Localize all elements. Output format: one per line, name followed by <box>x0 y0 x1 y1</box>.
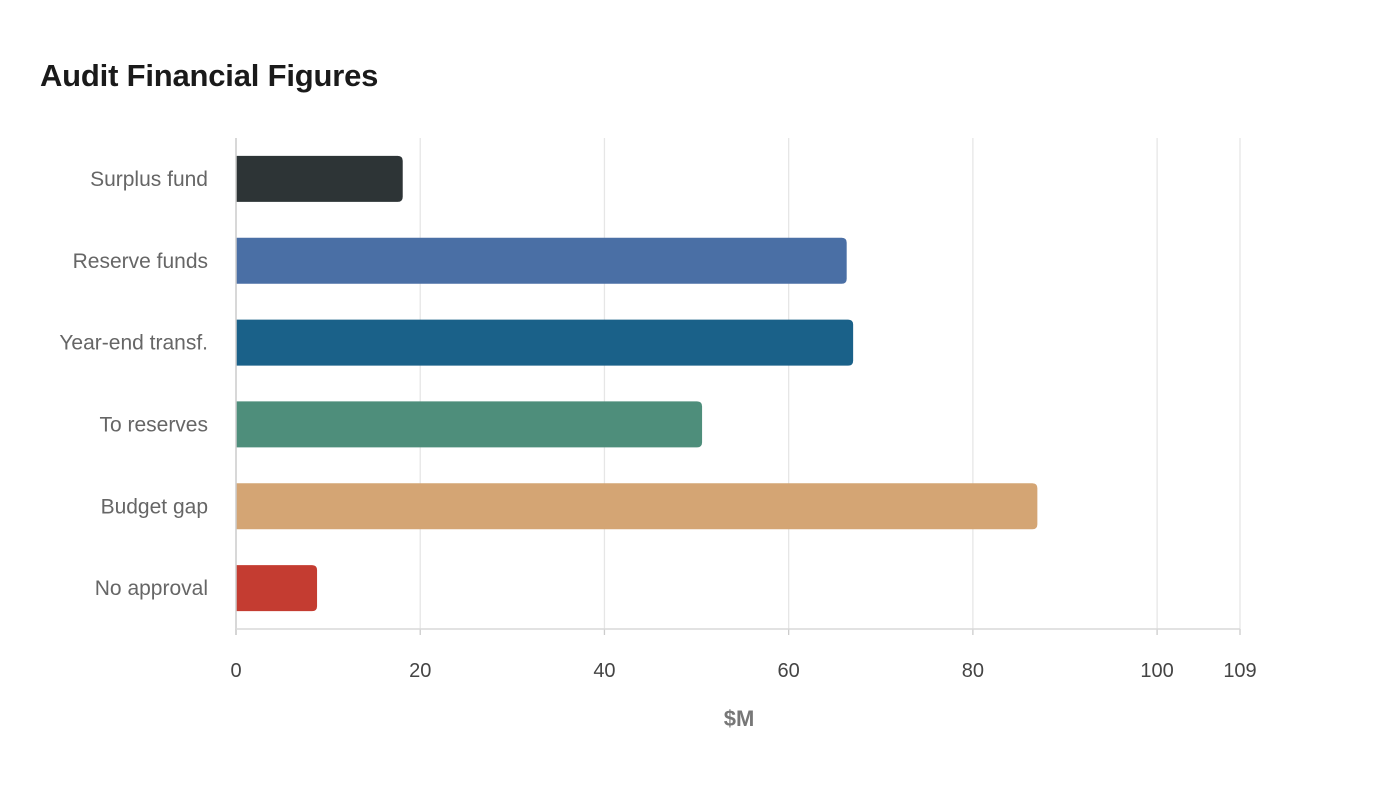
bar <box>236 401 703 448</box>
bar <box>236 155 403 202</box>
x-axis-title: $M <box>724 706 755 731</box>
chart-title: Audit Financial Figures <box>40 58 379 93</box>
x-tick-label: 80 <box>962 660 984 682</box>
bar <box>236 565 318 612</box>
x-tick-label: 20 <box>409 660 431 682</box>
category-label: To reserves <box>99 413 208 436</box>
bar <box>236 483 1038 530</box>
x-tick-label: 109 <box>1223 660 1256 682</box>
category-label: Budget gap <box>101 495 208 518</box>
category-label: No approval <box>95 577 208 600</box>
x-tick-label: 0 <box>230 660 241 682</box>
bars <box>236 155 1038 612</box>
category-label: Reserve funds <box>73 250 208 273</box>
x-tick-label: 100 <box>1140 660 1173 682</box>
x-tick-label: 60 <box>778 660 800 682</box>
bar <box>236 237 847 284</box>
gridlines <box>419 138 1241 629</box>
x-tick-labels: 0 20 40 60 80 100 109 <box>230 660 1256 682</box>
axes <box>235 138 1241 635</box>
category-label: Year-end transf. <box>59 332 208 355</box>
x-tick-label: 40 <box>593 660 615 682</box>
category-label: Surplus fund <box>90 168 208 191</box>
category-labels: Surplus fund Reserve funds Year-end transf… <box>59 168 208 600</box>
bar <box>236 319 854 366</box>
